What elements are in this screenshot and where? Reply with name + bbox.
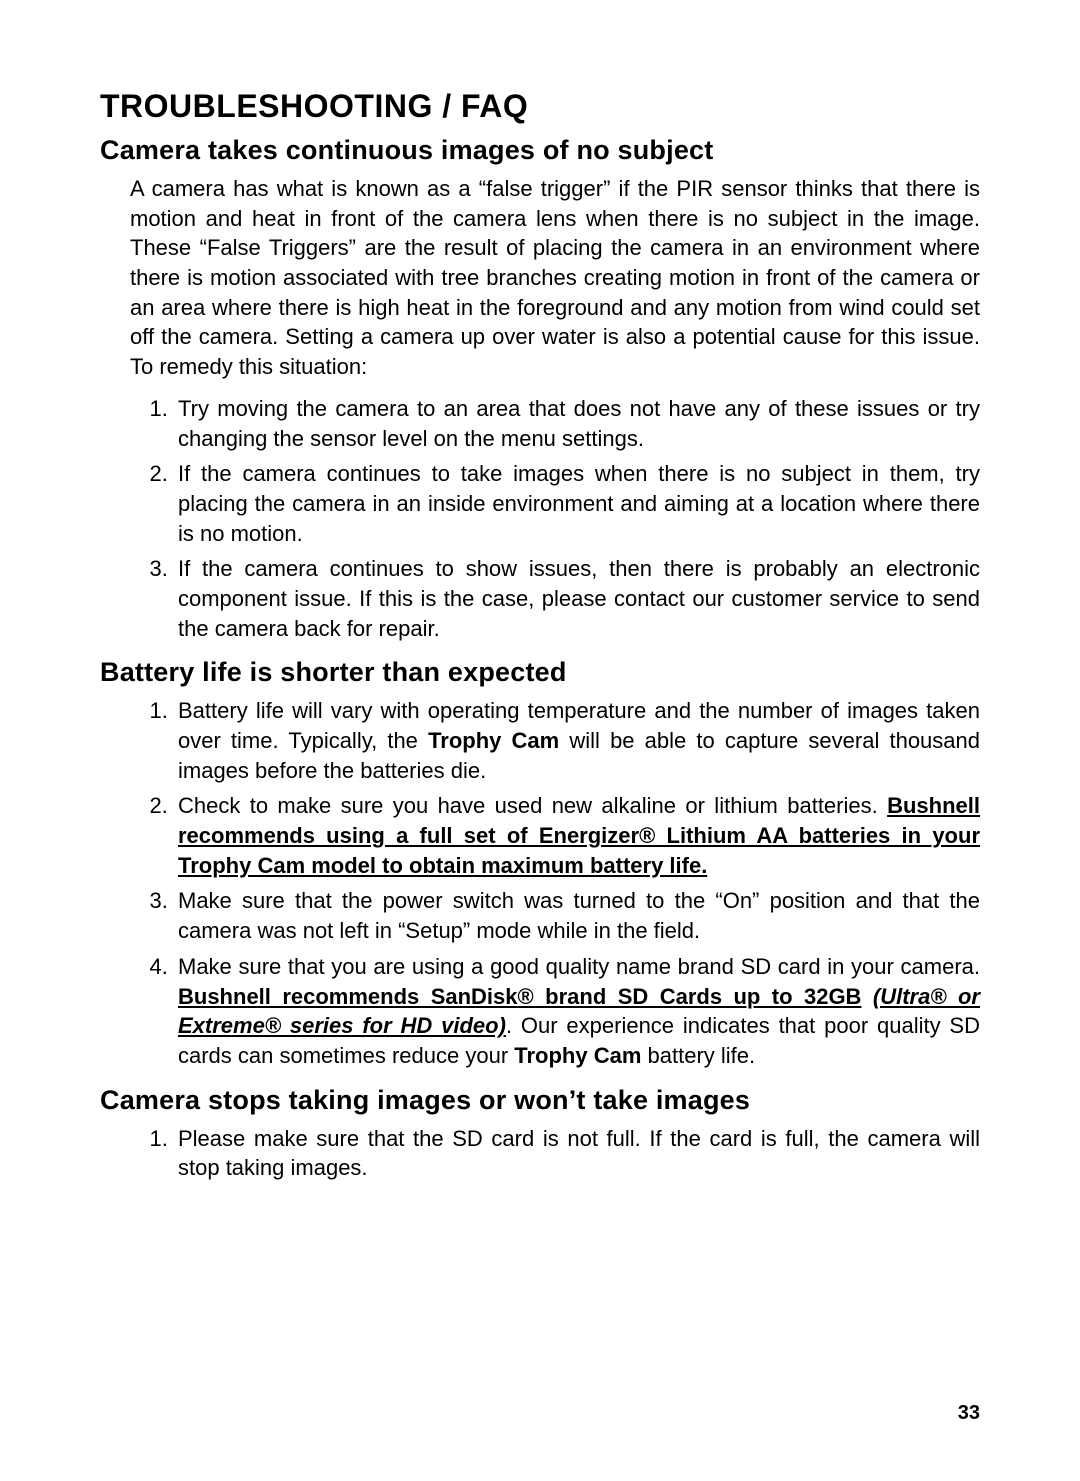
text-run: If the camera continues to take images w… bbox=[178, 461, 980, 545]
list-item: Try moving the camera to an area that do… bbox=[174, 394, 980, 453]
list-item: Check to make sure you have used new alk… bbox=[174, 791, 980, 880]
section-heading: Camera takes continuous images of no sub… bbox=[100, 135, 980, 166]
text-run: battery life. bbox=[641, 1043, 755, 1068]
faq-sections: Camera takes continuous images of no sub… bbox=[100, 135, 980, 1183]
faq-list: Please make sure that the SD card is not… bbox=[130, 1124, 980, 1183]
text-run: Make sure that you are using a good qual… bbox=[178, 954, 980, 979]
text-run: Make sure that the power switch was turn… bbox=[178, 888, 980, 943]
page-number: 33 bbox=[958, 1402, 980, 1425]
section-heading: Camera stops taking images or won’t take… bbox=[100, 1085, 980, 1116]
list-item: Make sure that you are using a good qual… bbox=[174, 952, 980, 1071]
faq-list: Try moving the camera to an area that do… bbox=[130, 394, 980, 644]
text-run: Trophy Cam bbox=[514, 1043, 641, 1068]
text-run: Trophy Cam bbox=[428, 728, 559, 753]
page-title: TROUBLESHOOTING / FAQ bbox=[100, 88, 980, 125]
text-run: Try moving the camera to an area that do… bbox=[178, 396, 980, 451]
section-heading: Battery life is shorter than expected bbox=[100, 657, 980, 688]
list-item: Make sure that the power switch was turn… bbox=[174, 886, 980, 945]
section-intro: A camera has what is known as a “false t… bbox=[130, 174, 980, 382]
manual-page: TROUBLESHOOTING / FAQ Camera takes conti… bbox=[0, 0, 1080, 1481]
list-item: Please make sure that the SD card is not… bbox=[174, 1124, 980, 1183]
list-item: If the camera continues to take images w… bbox=[174, 459, 980, 548]
text-run bbox=[861, 984, 872, 1009]
text-run: Please make sure that the SD card is not… bbox=[178, 1126, 980, 1181]
faq-list: Battery life will vary with operating te… bbox=[130, 696, 980, 1070]
text-run: Bushnell recommends SanDisk® brand SD Ca… bbox=[178, 984, 861, 1009]
list-item: If the camera continues to show issues, … bbox=[174, 554, 980, 643]
text-run: Check to make sure you have used new alk… bbox=[178, 793, 887, 818]
text-run: If the camera continues to show issues, … bbox=[178, 556, 980, 640]
list-item: Battery life will vary with operating te… bbox=[174, 696, 980, 785]
